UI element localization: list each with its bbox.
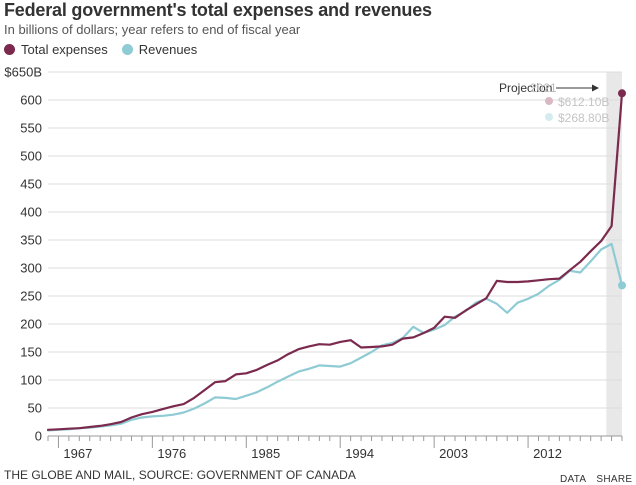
legend-label-revenues: Revenues: [138, 42, 198, 57]
tooltip-year: 2021: [530, 81, 557, 95]
legend-swatch-revenues: [121, 44, 133, 55]
y-tick-label: 400: [20, 205, 42, 220]
y-tick-label: 500: [20, 149, 42, 164]
y-tick-label: 150: [20, 345, 42, 360]
tooltip-expenses-value: $612.10B: [558, 95, 609, 109]
share-link[interactable]: SHARE: [596, 474, 633, 485]
y-tick-label: 200: [20, 317, 42, 332]
end-point-total-expenses[interactable]: [618, 89, 626, 98]
y-tick-label: $650B: [4, 65, 42, 80]
source-note: THE GLOBE AND MAIL, SOURCE: GOVERNMENT O…: [4, 468, 356, 482]
y-tick-label: 100: [20, 373, 42, 388]
legend-item-expenses[interactable]: Total expenses: [4, 42, 108, 57]
x-tick-label: 1976: [157, 446, 186, 461]
legend-label-expenses: Total expenses: [21, 42, 108, 57]
x-tick-label: 2003: [439, 446, 468, 461]
tooltip-expenses-dot: [545, 97, 553, 105]
y-tick-label: 350: [20, 233, 42, 248]
footer-links: DATA SHARE: [560, 474, 632, 485]
projection-label: Projection: [499, 81, 552, 95]
data-link[interactable]: DATA: [560, 474, 587, 485]
x-tick-label: 1985: [251, 446, 280, 461]
x-tick-label: 1967: [63, 446, 92, 461]
chart-subtitle: In billions of dollars; year refers to e…: [4, 22, 301, 37]
y-tick-label: 250: [20, 289, 42, 304]
chart-title: Federal government's total expenses and …: [4, 0, 432, 20]
y-tick-label: 0: [35, 429, 42, 444]
tooltip-revenues-value: $268.80B: [558, 111, 609, 125]
x-tick-label: 1994: [345, 446, 374, 461]
y-tick-label: 300: [20, 261, 42, 276]
y-tick-label: 550: [20, 121, 42, 136]
y-tick-label: 450: [20, 177, 42, 192]
legend: Total expenses Revenues: [4, 42, 197, 57]
legend-swatch-expenses: [4, 44, 15, 55]
legend-item-revenues[interactable]: Revenues: [121, 42, 198, 57]
y-tick-label: 600: [20, 93, 42, 108]
tooltip-revenues-dot: [545, 113, 553, 121]
end-point-revenues[interactable]: [618, 281, 626, 290]
y-tick-label: 50: [28, 401, 42, 416]
series-line-revenues: [46, 242, 624, 432]
series-line-total-expenses: [46, 92, 624, 431]
x-tick-label: 2012: [533, 446, 562, 461]
projection-arrow-head: [592, 84, 599, 92]
